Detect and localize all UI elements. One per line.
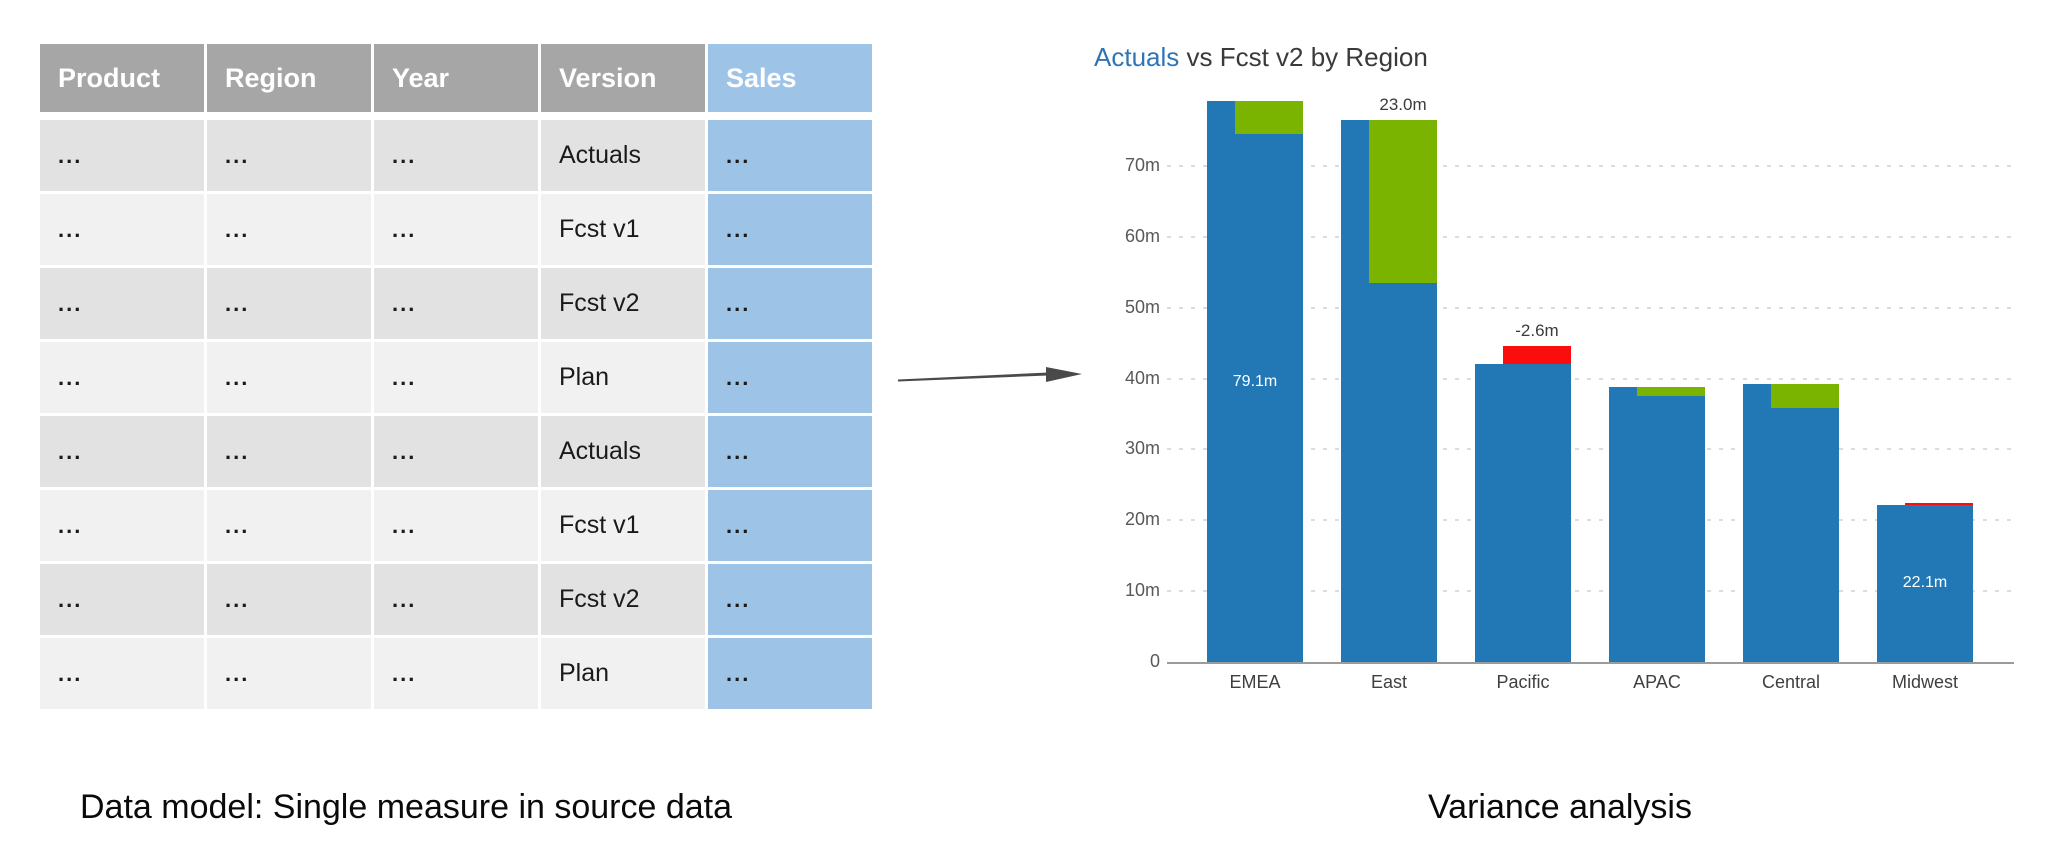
table-cell-version-row6: Fcst v1	[541, 490, 705, 561]
table-cell-product-row1: ...	[40, 120, 204, 191]
table-cell-version-row3: Fcst v2	[541, 268, 705, 339]
table-cell-sales-row8: ...	[708, 638, 872, 709]
table-cell-product-row2: ...	[40, 194, 204, 265]
x-axis-label-east: East	[1370, 672, 1408, 692]
table-cell-product-row5: ...	[40, 416, 204, 487]
table-cell-product-row7: ...	[40, 564, 204, 635]
variance-box-apac	[1637, 387, 1705, 397]
table-cell-year-row7: ...	[374, 564, 538, 635]
gridline-10m	[1167, 590, 2014, 593]
gridline-30m	[1167, 448, 2014, 451]
x-axis-label-pacific: Pacific	[1496, 672, 1550, 692]
y-tick-label-50m: 50m	[1124, 296, 1160, 317]
table-cell-product-row4: ...	[40, 342, 204, 413]
table-cell-version-row8: Plan	[541, 638, 705, 709]
gridline-60m	[1167, 235, 2014, 238]
column-header-version: Version	[541, 44, 705, 112]
table-cell-region-row5: ...	[207, 416, 371, 487]
table-cell-region-row7: ...	[207, 564, 371, 635]
right-caption: Variance analysis	[1428, 788, 1692, 826]
x-axis-label-midwest: Midwest	[1891, 672, 1958, 692]
y-tick-label-0: 0	[1149, 651, 1160, 671]
table-cell-version-row2: Fcst v1	[541, 194, 705, 265]
table-cell-sales-row5: ...	[708, 416, 872, 487]
chart-title-rest: vs Fcst v2 by Region	[1179, 42, 1428, 72]
table-cell-sales-row7: ...	[708, 564, 872, 635]
x-axis-label-central: Central	[1761, 672, 1821, 692]
variance-box-central	[1771, 384, 1839, 408]
actuals-bar-central	[1743, 384, 1839, 662]
column-header-region: Region	[207, 44, 371, 112]
table-cell-region-row2: ...	[207, 194, 371, 265]
gridline-20m	[1167, 519, 2014, 522]
y-tick-label-30m: 30m	[1124, 438, 1160, 459]
table-cell-sales-row1: ...	[708, 120, 872, 191]
table-cell-product-row3: ...	[40, 268, 204, 339]
y-tick-label-10m: 10m	[1124, 580, 1160, 601]
y-tick-label-40m: 40m	[1124, 367, 1160, 388]
x-axis-line	[1167, 662, 2014, 664]
actuals-bar-apac	[1609, 387, 1705, 662]
actuals-bar-pacific	[1475, 364, 1571, 662]
x-axis-label-apac: APAC	[1633, 672, 1681, 692]
gridline-40m	[1167, 377, 2014, 380]
variance-label-east: 23.0m	[1379, 94, 1427, 114]
column-header-year: Year	[374, 44, 538, 112]
variance-box-pacific	[1503, 345, 1571, 365]
y-tick-label-20m: 20m	[1124, 509, 1160, 530]
table-cell-year-row4: ...	[374, 342, 538, 413]
table-body: ......... Actuals............ Fcst v1.....…	[40, 120, 874, 709]
variance-chart: Actuals vs Fcst v2 by Region 0 10m 20m 30m 4…	[1090, 18, 2040, 738]
table-cell-sales-row4: ...	[708, 342, 872, 413]
table-header-row: Product Region Year Version Sales	[40, 44, 874, 112]
variance-box-emea	[1235, 101, 1303, 135]
value-label-midwest: 22.1m	[1902, 573, 1948, 591]
table-cell-region-row4: ...	[207, 342, 371, 413]
table-cell-product-row8: ...	[40, 638, 204, 709]
y-tick-label-60m: 60m	[1124, 225, 1160, 246]
table-cell-version-row7: Fcst v2	[541, 564, 705, 635]
value-label-emea: 79.1m	[1232, 373, 1278, 391]
gridline-50m	[1167, 306, 2014, 309]
chart-title-highlight: Actuals	[1094, 42, 1180, 72]
actuals-bar-emea	[1207, 101, 1303, 662]
source-data-table: Product Region Year Version Sales ......... A…	[40, 44, 874, 709]
table-cell-region-row3: ...	[207, 268, 371, 339]
right-arrow-icon	[898, 367, 1082, 382]
table-cell-sales-row6: ...	[708, 490, 872, 561]
variance-box-east	[1369, 119, 1437, 283]
table-cell-version-row5: Actuals	[541, 416, 705, 487]
table-cell-year-row8: ...	[374, 638, 538, 709]
table-cell-sales-row3: ...	[708, 268, 872, 339]
actuals-bar-midwest	[1877, 505, 1973, 662]
table-cell-year-row5: ...	[374, 416, 538, 487]
gridline-70m	[1167, 164, 2014, 167]
table-cell-region-row1: ...	[207, 120, 371, 191]
chart-title: Actuals vs Fcst v2 by Region	[1094, 42, 1428, 73]
table-cell-version-row4: Plan	[541, 342, 705, 413]
variance-label-pacific: -2.6m	[1515, 320, 1559, 340]
x-axis-label-emea: EMEA	[1229, 672, 1281, 692]
y-tick-label-70m: 70m	[1124, 154, 1160, 175]
column-header-sales: Sales	[708, 44, 872, 112]
table-cell-sales-row2: ...	[708, 194, 872, 265]
left-caption: Data model: Single measure in source dat…	[80, 788, 733, 826]
table-cell-year-row3: ...	[374, 268, 538, 339]
table-cell-year-row2: ...	[374, 194, 538, 265]
table-cell-version-row1: Actuals	[541, 120, 705, 191]
variance-box-midwest	[1905, 503, 1973, 506]
table-cell-product-row6: ...	[40, 490, 204, 561]
table-cell-year-row1: ...	[374, 120, 538, 191]
table-cell-region-row6: ...	[207, 490, 371, 561]
column-header-product: Product	[40, 44, 204, 112]
table-cell-year-row6: ...	[374, 490, 538, 561]
table-cell-region-row8: ...	[207, 638, 371, 709]
